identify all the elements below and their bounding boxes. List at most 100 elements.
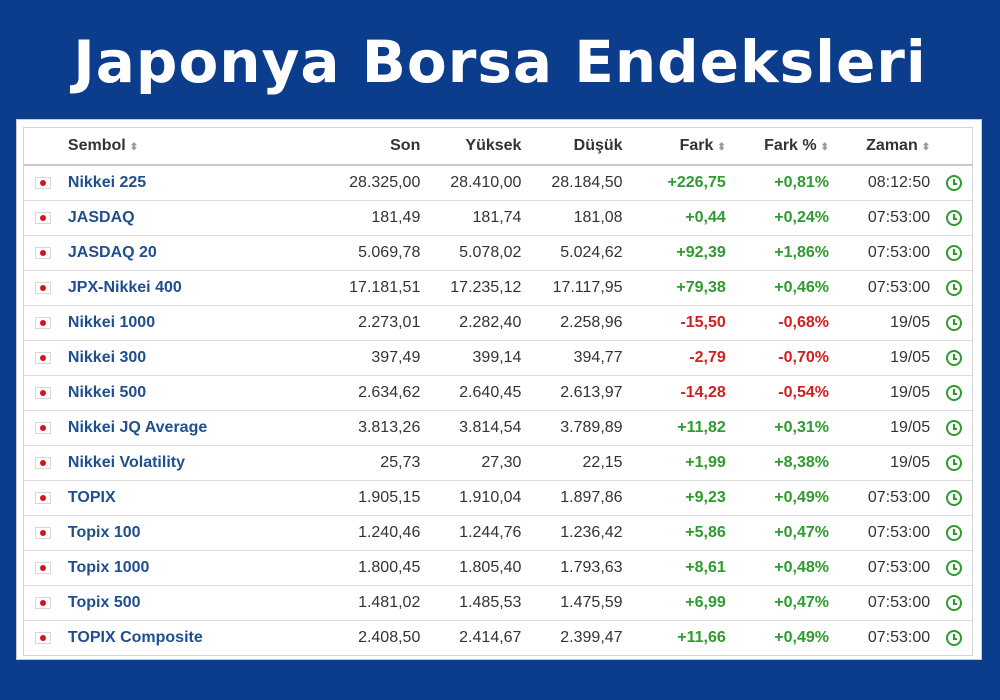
symbol-link[interactable]: Topix 100 (67, 524, 141, 541)
symbol-link[interactable]: Topix 1000 (67, 559, 150, 576)
high-cell: 5.078,02 (426, 235, 528, 271)
last-cell: 181,49 (325, 200, 427, 236)
high-cell: 2.640,45 (426, 375, 528, 411)
symbol-cell[interactable]: Nikkei JQ Average (61, 410, 326, 446)
low-cell: 28.184,50 (527, 165, 629, 201)
low-cell: 2.613,97 (527, 375, 629, 411)
change-cell: +9,23 (628, 480, 732, 516)
change-pct-cell: +0,48% (731, 550, 835, 586)
flag-cell (24, 480, 62, 516)
symbol-cell[interactable]: Topix 1000 (61, 550, 326, 586)
symbol-link[interactable]: JASDAQ 20 (67, 244, 157, 261)
table-row: JASDAQ 181,49 181,74 181,08 +0,44 +0,24% 07:53… (24, 200, 972, 236)
clock-icon (946, 524, 963, 541)
flag-cell (24, 515, 62, 551)
table-row: Nikkei JQ Average 3.813,26 3.814,54 3.789,8… (24, 410, 972, 446)
change-cell: +226,75 (628, 165, 732, 201)
change-cell: +8,61 (628, 550, 732, 586)
flag-cell (24, 621, 62, 656)
symbol-link[interactable]: TOPIX Composite (67, 629, 203, 646)
symbol-link[interactable]: Nikkei 500 (67, 384, 147, 401)
symbol-link[interactable]: Nikkei 1000 (67, 314, 156, 331)
header-symbol[interactable]: Sembol ⬍ (61, 128, 326, 166)
high-cell: 1.244,76 (426, 515, 528, 551)
symbol-cell[interactable]: Nikkei 300 (61, 340, 326, 376)
status-cell (936, 340, 972, 376)
symbol-cell[interactable]: Nikkei 1000 (61, 305, 326, 341)
header-time[interactable]: Zaman ⬍ (835, 128, 937, 166)
time-cell: 19/05 (835, 340, 937, 376)
status-cell (936, 480, 972, 516)
last-cell: 397,49 (325, 340, 427, 376)
header-last: Son (325, 128, 427, 166)
time-cell: 07:53:00 (835, 200, 937, 236)
symbol-cell[interactable]: Nikkei Volatility (61, 445, 326, 481)
indices-table: Sembol ⬍ Son Yüksek Düşük Fark ⬍ Fark % ⬍ Z… (24, 128, 972, 655)
last-cell: 5.069,78 (325, 235, 427, 271)
symbol-cell[interactable]: JASDAQ (61, 200, 326, 236)
flag-cell (24, 445, 62, 481)
table-row: Topix 500 1.481,02 1.485,53 1.475,59 +6,99 +0… (24, 585, 972, 621)
symbol-cell[interactable]: JPX-Nikkei 400 (61, 270, 326, 306)
japan-flag-icon (34, 211, 51, 224)
symbol-link[interactable]: Nikkei Volatility (67, 454, 185, 471)
symbol-cell[interactable]: Nikkei 225 (61, 165, 326, 201)
change-cell: +79,38 (628, 270, 732, 306)
flag-cell (24, 375, 62, 411)
symbol-cell[interactable]: TOPIX Composite (62, 621, 325, 656)
symbol-link[interactable]: Topix 500 (67, 594, 141, 611)
flag-cell (24, 270, 62, 306)
header-last-label: Son (390, 137, 421, 154)
japan-flag-icon (34, 561, 51, 574)
low-cell: 2.258,96 (527, 305, 629, 341)
low-cell: 5.024,62 (527, 235, 629, 271)
header-flag (24, 128, 62, 166)
status-cell (936, 200, 972, 236)
symbol-cell[interactable]: Topix 100 (61, 515, 326, 551)
japan-flag-icon (34, 316, 51, 329)
status-cell (936, 515, 972, 551)
japan-flag-icon (34, 421, 51, 434)
header-change[interactable]: Fark ⬍ (628, 128, 732, 166)
japan-flag-icon (34, 351, 51, 364)
symbol-link[interactable]: JASDAQ (67, 209, 135, 226)
symbol-link[interactable]: TOPIX (67, 489, 116, 506)
clock-icon (946, 419, 963, 436)
high-cell: 399,14 (426, 340, 528, 376)
flag-cell (24, 585, 62, 621)
high-cell: 1.485,53 (426, 585, 528, 621)
low-cell: 181,08 (527, 200, 629, 236)
symbol-cell[interactable]: Topix 500 (61, 585, 326, 621)
header-high-label: Yüksek (465, 137, 522, 154)
table-row: TOPIX 1.905,15 1.910,04 1.897,86 +9,23 +0,49%… (24, 480, 972, 516)
symbol-link[interactable]: Nikkei 225 (67, 174, 147, 191)
table-row: Nikkei Volatility 25,73 27,30 22,15 +1,99 +8,… (24, 445, 972, 481)
header-change-pct[interactable]: Fark % ⬍ (731, 128, 835, 166)
japan-flag-icon (34, 631, 51, 644)
last-cell: 1.905,15 (325, 480, 427, 516)
status-cell (936, 550, 972, 586)
flag-cell (24, 165, 62, 201)
japan-flag-icon (34, 491, 51, 504)
indices-panel: Sembol ⬍ Son Yüksek Düşük Fark ⬍ Fark % ⬍ Z… (16, 119, 982, 660)
last-cell: 28.325,00 (325, 165, 427, 201)
symbol-cell[interactable]: TOPIX (61, 480, 326, 516)
table-header-row: Sembol ⬍ Son Yüksek Düşük Fark ⬍ Fark % ⬍ Z… (24, 128, 972, 166)
status-cell (936, 585, 972, 621)
high-cell: 1.805,40 (426, 550, 528, 586)
change-pct-cell: +8,38% (731, 445, 835, 481)
symbol-link[interactable]: Nikkei JQ Average (67, 419, 208, 436)
symbol-link[interactable]: JPX-Nikkei 400 (67, 279, 182, 296)
status-cell (936, 270, 972, 306)
sort-arrows-icon: ⬍ (820, 142, 829, 153)
symbol-link[interactable]: Nikkei 300 (67, 349, 147, 366)
symbol-cell[interactable]: Nikkei 500 (61, 375, 326, 411)
clock-icon (946, 384, 963, 401)
japan-flag-icon (34, 246, 51, 259)
clock-icon (946, 209, 963, 226)
symbol-cell[interactable]: JASDAQ 20 (61, 235, 326, 271)
change-pct-cell: +0,47% (731, 515, 835, 551)
low-cell: 1.897,86 (527, 480, 629, 516)
last-cell: 25,73 (325, 445, 427, 481)
change-pct-cell: -0,54% (731, 375, 835, 411)
